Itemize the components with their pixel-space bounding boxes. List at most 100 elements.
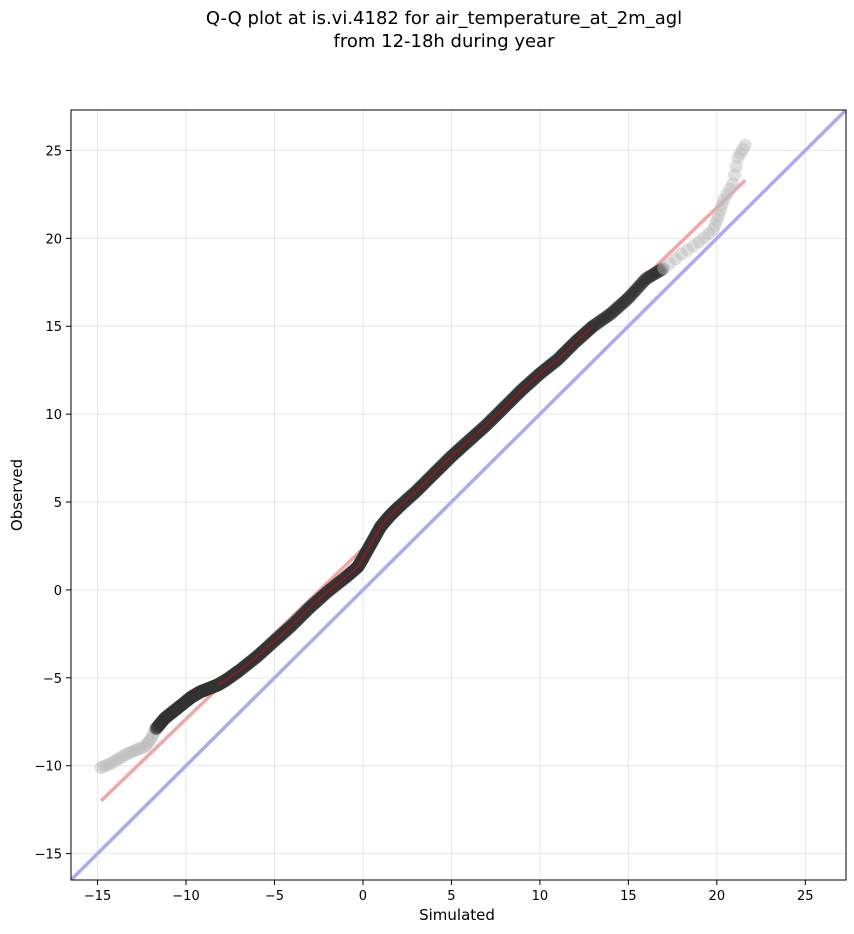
quantile-point bbox=[166, 705, 180, 719]
quantile-point bbox=[602, 308, 616, 322]
y-tick-label: 0 bbox=[54, 584, 62, 599]
quantile-point bbox=[97, 759, 111, 773]
quantile-point bbox=[647, 267, 661, 281]
quantile-point bbox=[717, 193, 731, 207]
quantile-point bbox=[611, 300, 625, 314]
quantile-point bbox=[733, 146, 747, 160]
quantile-point bbox=[163, 707, 177, 721]
quantile-point bbox=[650, 265, 664, 279]
quantile-point bbox=[640, 271, 654, 285]
quantile-point bbox=[150, 721, 164, 735]
quantile-point bbox=[657, 261, 671, 275]
quantile-point bbox=[147, 725, 161, 739]
quantile-point bbox=[103, 757, 117, 771]
grid-lines bbox=[71, 110, 846, 880]
quantile-point bbox=[157, 712, 171, 726]
quantile-point bbox=[150, 720, 164, 734]
quantile-point bbox=[142, 735, 156, 749]
quantile-point bbox=[614, 298, 628, 312]
quantile-point bbox=[728, 168, 742, 182]
quantile-point bbox=[637, 275, 651, 289]
quantile-point bbox=[635, 276, 649, 290]
quantile-point bbox=[169, 702, 183, 716]
quantile-point bbox=[674, 247, 688, 261]
x-tick-label: 10 bbox=[532, 889, 549, 904]
quantile-point bbox=[731, 150, 745, 164]
quantile-point bbox=[643, 270, 657, 284]
quantile-point bbox=[109, 753, 123, 767]
quantile-point bbox=[629, 283, 643, 297]
quantile-point bbox=[169, 703, 183, 717]
quantile-point bbox=[599, 310, 613, 324]
quantile-point bbox=[680, 243, 694, 257]
quantile-point bbox=[151, 720, 165, 734]
quantile-point bbox=[160, 709, 174, 723]
quantile-point bbox=[613, 299, 627, 313]
quantile-point bbox=[162, 708, 176, 722]
quantile-point bbox=[156, 714, 170, 728]
x-tick-label: −10 bbox=[172, 889, 199, 904]
y-tick-label: 20 bbox=[45, 232, 62, 247]
quantile-point bbox=[634, 277, 648, 291]
quantile-point bbox=[663, 257, 677, 271]
quantile-point bbox=[649, 266, 663, 280]
quantile-point bbox=[626, 286, 640, 300]
quantile-point bbox=[124, 745, 138, 759]
quantile-point bbox=[153, 717, 167, 731]
quantile-point bbox=[155, 715, 169, 729]
quantile-point bbox=[615, 297, 629, 311]
y-axis-label: Observed bbox=[8, 459, 26, 531]
y-tick-label: −10 bbox=[35, 760, 62, 775]
quantile-point bbox=[163, 707, 177, 721]
quantile-point bbox=[697, 231, 711, 245]
x-tick-label: 25 bbox=[797, 889, 814, 904]
x-tick-label: 5 bbox=[447, 889, 455, 904]
quantile-point bbox=[591, 316, 605, 330]
quantile-point bbox=[597, 311, 611, 325]
quantile-point bbox=[149, 722, 163, 736]
quantile-point bbox=[708, 218, 722, 232]
axis-ticks: −15 −10 −5 0 5 10 15 20 25 −15 −10 −5 0 5 10 15 20 25 bbox=[35, 144, 814, 904]
quantile-point bbox=[653, 263, 667, 277]
axes-frame bbox=[70, 109, 847, 881]
y-tick-label: 5 bbox=[54, 496, 62, 511]
quantile-point bbox=[715, 198, 729, 212]
quantile-point bbox=[590, 317, 604, 331]
quantile-point bbox=[160, 710, 174, 724]
quantile-point bbox=[118, 748, 132, 762]
quantile-point bbox=[94, 760, 108, 774]
quantile-point bbox=[155, 714, 169, 728]
quantile-point bbox=[609, 302, 623, 316]
y-tick-label: −15 bbox=[35, 848, 62, 863]
quantile-point bbox=[170, 701, 184, 715]
quantile-point bbox=[648, 266, 662, 280]
quantile-point bbox=[159, 710, 173, 724]
quantile-point bbox=[631, 280, 645, 294]
quantile-point bbox=[145, 729, 159, 743]
quantile-point bbox=[100, 758, 114, 772]
quantile-point bbox=[652, 264, 666, 278]
quantile-point bbox=[606, 305, 620, 319]
quantile-point bbox=[158, 711, 172, 725]
quantile-point bbox=[121, 746, 135, 760]
quantile-point bbox=[129, 743, 143, 757]
quantile-point bbox=[144, 732, 158, 746]
quantile-point bbox=[106, 755, 120, 769]
x-axis-label: Simulated bbox=[419, 906, 495, 924]
quantile-point bbox=[168, 703, 182, 717]
quantile-point bbox=[158, 711, 172, 725]
quantile-point bbox=[645, 268, 659, 282]
quantile-point bbox=[607, 304, 621, 318]
quantile-point bbox=[618, 294, 632, 308]
quantile-point bbox=[600, 310, 614, 324]
chart-title-line-1: Q-Q plot at is.vi.4182 for air_temperatu… bbox=[206, 8, 682, 29]
quantile-point bbox=[167, 704, 181, 718]
quantile-point bbox=[633, 279, 647, 293]
quantile-point bbox=[132, 742, 146, 756]
plot-area bbox=[71, 110, 846, 880]
quantile-point bbox=[161, 709, 175, 723]
quantile-point bbox=[726, 177, 740, 191]
quantile-point bbox=[165, 705, 179, 719]
quantile-point bbox=[644, 269, 658, 283]
quantile-point bbox=[140, 737, 154, 751]
